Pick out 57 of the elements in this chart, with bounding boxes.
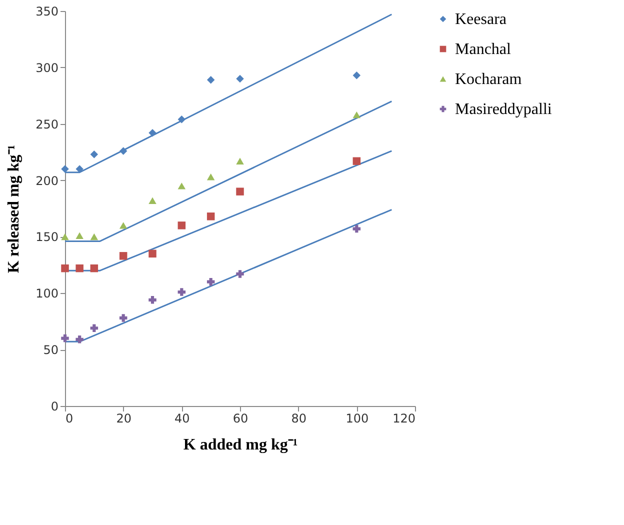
legend-label: Masireddypalli (455, 101, 552, 118)
x-tick-label: 60 (232, 412, 248, 426)
point (119, 252, 128, 260)
legend-label: Keesara (455, 11, 507, 28)
point (236, 270, 244, 278)
point (352, 71, 361, 80)
point (178, 182, 186, 190)
point (148, 129, 156, 137)
point (90, 324, 98, 332)
point (148, 197, 156, 204)
point (119, 222, 128, 229)
point (61, 264, 69, 272)
x-axis-title: K added mg kg⁻¹ (183, 436, 298, 454)
x-tick-label: 100 (346, 412, 369, 426)
point (178, 288, 186, 296)
point (352, 111, 361, 118)
point (61, 165, 69, 173)
y-tick-label: 350 (36, 4, 58, 18)
point (61, 334, 69, 342)
x-tick-label: 20 (116, 412, 132, 426)
point (90, 150, 98, 158)
point (236, 74, 244, 83)
point (148, 296, 156, 304)
point (206, 278, 215, 286)
y-tick-label: 200 (36, 174, 58, 188)
y-tick-label: 300 (36, 60, 58, 75)
point (352, 224, 361, 233)
x-tick-label: 40 (174, 412, 190, 426)
point (236, 158, 244, 164)
x-tick-label: 0 (66, 412, 74, 426)
point (206, 76, 215, 84)
point (76, 336, 84, 344)
y-axis-title: K released mg kg⁻¹ (6, 144, 23, 274)
point (206, 212, 215, 220)
point (76, 165, 84, 173)
point (76, 232, 84, 239)
x-tick-label: 120 (392, 412, 416, 426)
point (76, 264, 84, 272)
point (61, 233, 69, 240)
point (178, 222, 186, 230)
point (148, 250, 156, 258)
y-tick-label: 50 (43, 343, 58, 358)
point (90, 264, 98, 272)
point (206, 174, 215, 180)
x-tick-label: 80 (291, 412, 306, 426)
legend-label: Kocharam (455, 71, 522, 88)
y-tick-label: 150 (36, 230, 58, 244)
point (352, 157, 361, 165)
y-tick-label: 0 (50, 400, 58, 414)
legend-label: Manchal (455, 41, 512, 58)
point (119, 314, 128, 322)
point (236, 188, 244, 196)
y-tick-label: 100 (36, 286, 58, 301)
y-tick-label: 250 (36, 117, 58, 132)
point (178, 115, 186, 124)
point (90, 233, 98, 240)
point (119, 147, 128, 155)
